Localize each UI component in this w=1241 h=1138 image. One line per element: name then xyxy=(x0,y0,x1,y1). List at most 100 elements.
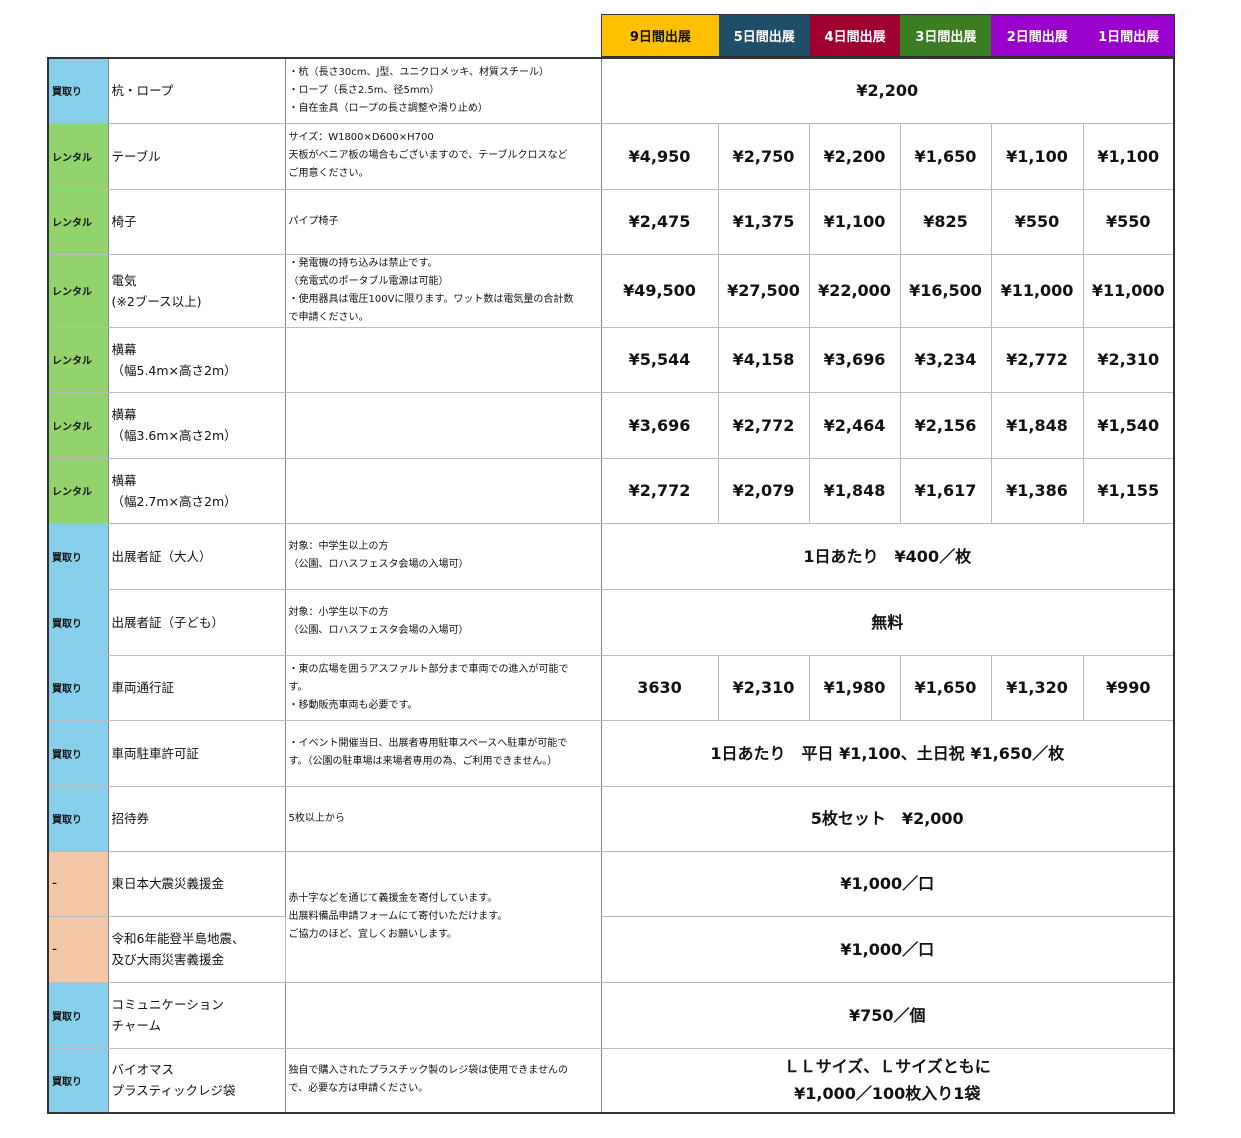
price-table: 買取り 杭・ロープ ・杭（長さ30cm、J型、ユニクロメッキ、材質スチール） ・ロープ… xyxy=(47,57,1175,1114)
text-line: 天板がベニア板の場合もございますので、テーブルクロスなど xyxy=(288,150,568,161)
text-line: テーブル xyxy=(111,148,161,164)
price-cell: ¥1,155 xyxy=(1082,457,1175,524)
text-line: 横幕 xyxy=(111,341,137,357)
text-line: （公園、ロハスフェスタ会場の入場可） xyxy=(288,559,469,570)
text-line: 電気 xyxy=(111,272,137,288)
text-line: 無料 xyxy=(871,612,904,632)
item-description-cell xyxy=(284,457,602,524)
item-type-cell: – xyxy=(47,850,109,917)
merged-price-cell: ＬＬサイズ、Ｌサイズともに ¥1,000／100枚入り1袋 xyxy=(600,1047,1175,1114)
price-cell: ¥3,696 xyxy=(600,391,719,459)
table-row: レンタル 横幕 （幅5.4m×高さ2m） ¥5,544 ¥4,158 ¥3,696 ¥3,2… xyxy=(47,326,1175,393)
table-row: レンタル テーブル サイズ：W1800×D600×H700 天板がベニア板の場合もござ… xyxy=(47,122,1175,190)
text-line: 5枚セット ¥2,000 xyxy=(810,809,964,828)
table-row: – 令和6年能登半島地震、 及び大雨災害義援金 ¥1,000／口 xyxy=(47,915,1175,983)
price-cell: ¥1,386 xyxy=(990,457,1084,524)
item-description-cell: サイズ：W1800×D600×H700 天板がベニア板の場合もございますので、テー… xyxy=(284,122,602,190)
price-cell: ¥2,475 xyxy=(600,188,719,255)
text-line: 横幕 xyxy=(111,407,137,422)
item-description-cell xyxy=(284,391,602,459)
price-cell: ¥990 xyxy=(1082,654,1175,721)
text-line: 東日本大震災義援金 xyxy=(111,876,225,891)
text-line: プラスティックレジ袋 xyxy=(111,1083,236,1099)
item-description-cell: 独自で購入されたプラスチック製のレジ袋は使用できませんの で、必要な方は申請くださ… xyxy=(284,1047,602,1114)
text-line: ・使用器具は電圧100Vに限ります。ワット数は電気量の合計数 xyxy=(288,293,574,305)
text-line: ・杭（長さ30cm、J型、ユニクロメッキ、材質スチール） xyxy=(288,66,550,78)
table-row: 買取り 出展者証（大人） 対象：中学生以上の方 （公園、ロハスフェスタ会場の入場可） 1… xyxy=(47,522,1175,590)
item-name-cell: テーブル xyxy=(107,122,286,190)
text-line: ・イベント開催当日、出展者専用駐車スペースへ駐車が可能で xyxy=(288,738,568,749)
text-line: ・東の広場を囲うアスファルト部分まで車両での進入が可能で xyxy=(288,663,569,675)
item-description-cell: ・杭（長さ30cm、J型、ユニクロメッキ、材質スチール） ・ロープ（長さ2.5m、… xyxy=(284,57,602,124)
item-name-cell: 杭・ロープ xyxy=(107,57,286,124)
column-header-5: 2日間出展 xyxy=(991,15,1084,56)
merged-price-cell: ¥1,000／口 xyxy=(600,915,1175,983)
text-line: 1日あたり ¥400／枚 xyxy=(803,546,972,566)
text-line: ・ロープ（長さ2.5m、径5mm） xyxy=(288,84,440,96)
table-row: レンタル 横幕 （幅2.7m×高さ2m） ¥2,772 ¥2,079 ¥1,848 ¥1,6… xyxy=(47,457,1175,524)
text-line: 招待券 xyxy=(111,811,150,826)
item-type-cell: 買取り xyxy=(47,719,109,787)
price-cell: ¥2,772 xyxy=(600,457,719,524)
price-cell: ¥1,848 xyxy=(990,391,1084,459)
duration-header: 9日間出展 5日間出展 4日間出展 3日間出展 2日間出展 1日間出展 xyxy=(601,14,1175,57)
table-row: 買取り コミュニケーション チャーム ¥750／個 xyxy=(47,981,1175,1049)
item-name-cell: コミュニケーション チャーム xyxy=(107,981,286,1049)
item-type-cell: 買取り xyxy=(47,522,109,590)
item-name-cell: 車両駐車許可証 xyxy=(107,719,286,787)
price-cell: ¥1,100 xyxy=(1082,122,1175,190)
merged-price-cell: 1日あたり 平日 ¥1,100、土日祝 ¥1,650／枚 xyxy=(600,719,1175,787)
column-header-2: 5日間出展 xyxy=(718,15,810,56)
price-cell: ¥1,100 xyxy=(808,188,901,255)
merged-price-cell: ¥750／個 xyxy=(600,981,1175,1049)
text-line: ¥750／個 xyxy=(848,1005,926,1025)
price-cell: ¥4,950 xyxy=(600,122,719,190)
price-cell: ¥825 xyxy=(899,188,992,255)
price-cell: ¥2,310 xyxy=(1082,326,1175,393)
price-cell: ¥1,320 xyxy=(990,654,1084,721)
item-description-cell: 対象：小学生以下の方 （公園、ロハスフェスタ会場の入場可） xyxy=(284,588,602,656)
item-name-cell: 出展者証（子ども） xyxy=(107,588,286,656)
text-line: 対象：中学生以上の方 xyxy=(288,541,389,552)
price-cell: ¥3,234 xyxy=(899,326,992,393)
item-description-cell: ・発電機の持ち込みは禁止です。 （充電式のポータブル電源は可能） ・使用器具は電圧1… xyxy=(284,253,602,328)
merged-price-cell: ¥1,000／口 xyxy=(600,850,1175,917)
item-type-cell: 買取り xyxy=(47,654,109,721)
item-name-cell: 令和6年能登半島地震、 及び大雨災害義援金 xyxy=(107,915,286,983)
price-cell: ¥2,464 xyxy=(808,391,901,459)
merged-price-cell: ¥2,200 xyxy=(600,57,1175,124)
price-cell: ¥1,100 xyxy=(990,122,1084,190)
text-line: チャーム xyxy=(111,1018,162,1033)
item-type-cell: 買取り xyxy=(47,785,109,852)
text-line: 5枚以上から xyxy=(288,812,345,824)
text-line: 車両駐車許可証 xyxy=(111,745,200,761)
price-cell: ¥1,617 xyxy=(899,457,992,524)
item-description-cell: 赤十字などを通じて義援金を寄付しています。 出展料備品申請フォームにて寄付いただけ… xyxy=(284,850,602,983)
text-line: 椅子 xyxy=(111,214,137,229)
item-description-cell: ・東の広場を囲うアスファルト部分まで車両での進入が可能で す。・移動販売車両も必要… xyxy=(284,654,602,721)
item-type-cell: 買取り xyxy=(47,1047,109,1114)
item-description-cell: パイプ椅子 xyxy=(284,188,602,255)
price-cell: ¥2,772 xyxy=(990,326,1084,393)
text-line: 出展料備品申請フォームにて寄付いただけます。 xyxy=(288,910,508,922)
item-description-cell: 対象：中学生以上の方 （公園、ロハスフェスタ会場の入場可） xyxy=(284,522,602,590)
text-line: 及び大雨災害義援金 xyxy=(111,952,225,967)
text-line: す。 xyxy=(288,681,308,693)
price-cell: ¥1,980 xyxy=(808,654,901,721)
text-line: コミュニケーション xyxy=(111,997,224,1012)
item-type-cell: 買取り xyxy=(47,981,109,1049)
text-line: ・移動販売車両も必要です。 xyxy=(288,699,418,711)
text-line: 令和6年能登半島地震、 xyxy=(111,931,245,946)
item-name-cell: 招待券 xyxy=(107,785,286,852)
item-type-cell: レンタル xyxy=(47,326,109,393)
price-cell: ¥1,650 xyxy=(899,654,992,721)
column-header-4: 3日間出展 xyxy=(900,15,992,56)
table-row: レンタル 椅子 パイプ椅子 ¥2,475 ¥1,375 ¥1,100 ¥825 ¥550 ¥55… xyxy=(47,188,1175,255)
column-header-1: 9日間出展 xyxy=(602,15,719,56)
item-description-cell: 5枚以上から xyxy=(284,785,602,852)
text-line: (※2ブース以上) xyxy=(111,293,202,309)
text-line: （幅5.4m×高さ2m） xyxy=(111,362,237,378)
text-line: （幅2.7m×高さ2m） xyxy=(111,493,237,509)
price-cell: ¥550 xyxy=(990,188,1084,255)
text-line: パイプ椅子 xyxy=(288,215,339,227)
